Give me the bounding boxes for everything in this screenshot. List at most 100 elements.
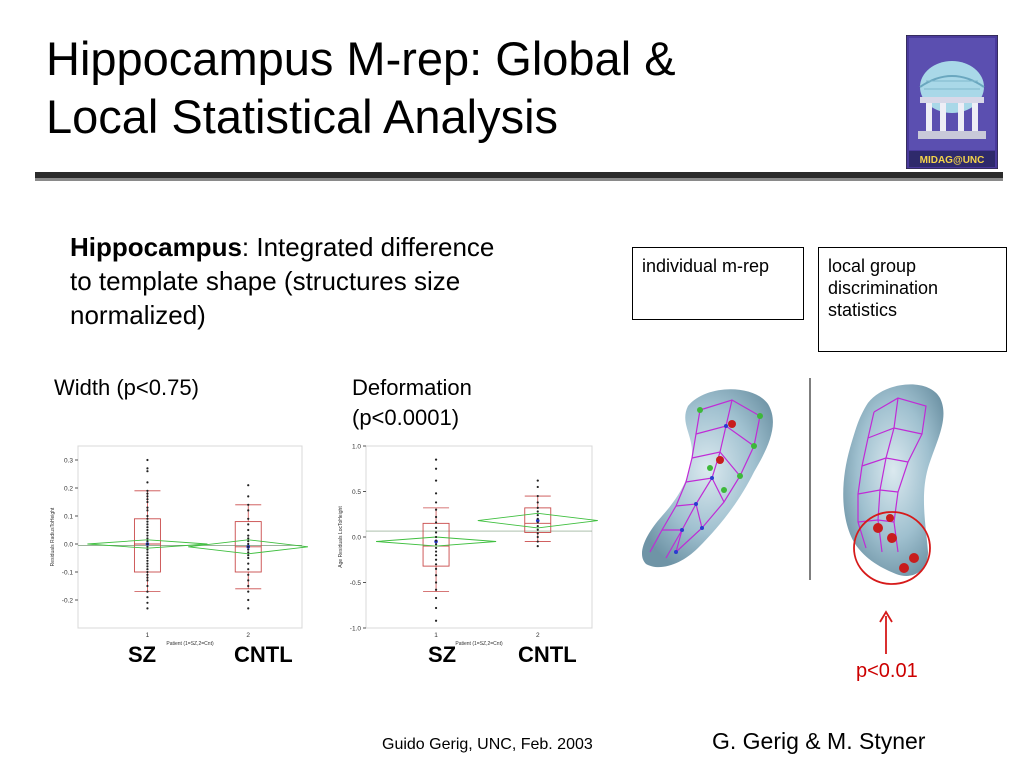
group-label-sz: SZ bbox=[128, 642, 157, 667]
data-point bbox=[247, 548, 250, 551]
data-point bbox=[434, 546, 438, 550]
data-point bbox=[434, 515, 438, 519]
callout-local-statistics: local group discrimination statistics bbox=[818, 247, 1007, 352]
footer-author-date: Guido Gerig, UNC, Feb. 2003 bbox=[382, 736, 593, 753]
data-point bbox=[146, 590, 149, 593]
data-point bbox=[247, 523, 250, 526]
data-point bbox=[434, 581, 438, 584]
y-tick-label: 0.0 bbox=[352, 535, 361, 542]
data-point bbox=[536, 514, 539, 517]
y-tick-label: -0.5 bbox=[350, 580, 362, 587]
plot-frame bbox=[77, 445, 303, 629]
data-point bbox=[146, 514, 149, 518]
y-tick-label: -1.0 bbox=[350, 626, 362, 633]
data-point bbox=[434, 458, 438, 461]
x-axis-label: Patient (1=SZ,2=Cnt) bbox=[455, 641, 503, 647]
y-tick-label: 1.0 bbox=[352, 444, 361, 451]
data-point bbox=[146, 528, 149, 532]
data-point bbox=[146, 556, 149, 560]
data-point bbox=[247, 607, 250, 610]
data-point bbox=[146, 573, 149, 576]
data-point bbox=[536, 517, 539, 520]
data-point bbox=[434, 606, 438, 610]
data-point bbox=[146, 481, 149, 484]
data-point bbox=[146, 551, 149, 554]
data-point bbox=[247, 540, 250, 543]
means-diamond bbox=[477, 512, 598, 529]
data-point bbox=[434, 558, 438, 561]
data-point bbox=[247, 528, 250, 532]
data-point bbox=[247, 584, 250, 588]
local-statistics-image bbox=[843, 384, 944, 585]
data-point bbox=[146, 498, 149, 501]
data-point bbox=[247, 495, 250, 498]
data-point bbox=[247, 545, 250, 548]
data-point bbox=[247, 590, 250, 593]
data-point bbox=[536, 524, 539, 528]
y-tick-label: 0.0 bbox=[64, 542, 73, 549]
hippocampus-mrep-renderings bbox=[641, 378, 944, 585]
data-point bbox=[247, 573, 250, 576]
data-point bbox=[434, 567, 438, 570]
means-diamond bbox=[376, 536, 497, 547]
data-point bbox=[247, 556, 250, 560]
data-point bbox=[434, 467, 438, 470]
data-point bbox=[247, 568, 250, 571]
subtitle-bold: Hippocampus bbox=[70, 232, 242, 262]
callout-individual-mrep: individual m-rep bbox=[632, 247, 804, 320]
title-rule bbox=[35, 172, 1003, 178]
y-tick-label: 0.5 bbox=[352, 489, 361, 496]
subtitle-rest: : Integrated difference to template shap… bbox=[70, 232, 495, 330]
data-point bbox=[434, 539, 438, 542]
data-point bbox=[536, 485, 539, 489]
data-point bbox=[146, 458, 149, 462]
y-tick-label: -0.1 bbox=[62, 570, 74, 577]
data-point bbox=[247, 537, 250, 540]
data-point bbox=[434, 535, 438, 539]
group-label-cntl: CNTL bbox=[518, 642, 577, 667]
group-label-sz: SZ bbox=[428, 642, 457, 667]
data-point bbox=[434, 554, 438, 557]
deformation-plot-label: Deformation (p<0.0001) bbox=[352, 375, 472, 430]
x-tick-label: 2 bbox=[536, 632, 540, 639]
midag-logo: MIDAG@UNC bbox=[906, 35, 998, 169]
data-point bbox=[247, 598, 250, 602]
data-point bbox=[146, 540, 149, 543]
data-point bbox=[434, 543, 438, 546]
data-point bbox=[536, 506, 539, 509]
data-point bbox=[146, 526, 149, 529]
data-point bbox=[146, 542, 149, 546]
data-point bbox=[146, 601, 149, 604]
data-point bbox=[536, 510, 539, 513]
logo-text: MIDAG@UNC bbox=[920, 155, 985, 166]
means-diamond bbox=[188, 539, 308, 555]
data-point bbox=[146, 523, 149, 526]
data-point bbox=[146, 607, 149, 610]
data-point bbox=[434, 492, 438, 495]
data-point bbox=[146, 467, 149, 470]
y-tick-label: 0.3 bbox=[64, 458, 73, 465]
data-point bbox=[536, 494, 539, 498]
data-point bbox=[146, 554, 149, 557]
data-point bbox=[146, 506, 149, 509]
data-point bbox=[146, 517, 149, 520]
data-point bbox=[247, 484, 250, 487]
data-point bbox=[247, 579, 250, 582]
y-axis-label: Age Residuals LocToHeight bbox=[338, 506, 344, 568]
slide-title: Hippocampus M-rep: Global & Local Statis… bbox=[46, 32, 676, 143]
arrow-up-icon bbox=[879, 610, 893, 654]
y-tick-label: 0.2 bbox=[64, 486, 73, 493]
data-point bbox=[146, 579, 149, 582]
data-point bbox=[536, 535, 539, 539]
data-point bbox=[146, 509, 149, 512]
data-point bbox=[434, 521, 438, 524]
data-point bbox=[434, 479, 438, 482]
y-tick-label: -0.2 bbox=[62, 598, 74, 605]
data-point bbox=[536, 545, 539, 548]
width-plot-label: Width (p<0.75) bbox=[54, 375, 199, 400]
data-point bbox=[146, 545, 149, 548]
data-point bbox=[247, 562, 250, 565]
data-point bbox=[146, 470, 149, 473]
title-rule-shadow bbox=[35, 178, 1003, 181]
data-point bbox=[536, 540, 539, 543]
